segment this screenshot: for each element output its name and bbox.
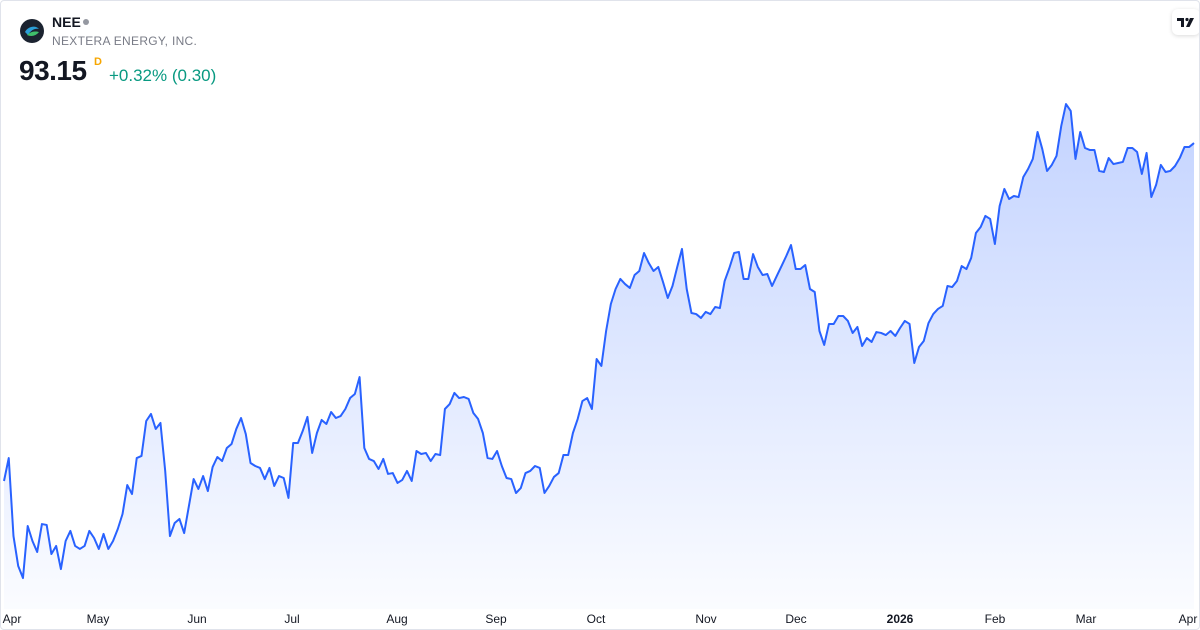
x-tick-label: Nov (695, 612, 716, 626)
x-tick-label: May (87, 612, 110, 626)
x-tick-label: Feb (985, 612, 1006, 626)
x-tick-label: Oct (587, 612, 606, 626)
logo-mark (1177, 17, 1194, 27)
x-tick-label: Apr (3, 612, 22, 626)
x-tick-label: Mar (1076, 612, 1097, 626)
x-tick-label: Jul (284, 612, 299, 626)
price-change: +0.32% (0.30) (109, 66, 217, 85)
status-dot (83, 19, 89, 25)
x-tick-label: Apr (1179, 612, 1198, 626)
company-name: NEXTERA ENERGY, INC. (52, 34, 198, 48)
x-tick-label: Jun (187, 612, 206, 626)
x-tick-label: Dec (785, 612, 806, 626)
last-price: 93.15 (19, 55, 87, 86)
tradingview-logo[interactable] (1172, 9, 1199, 35)
symbol[interactable]: NEE (52, 14, 81, 30)
area-fill (4, 104, 1194, 610)
price-line (3, 103, 1195, 580)
company-logo (20, 19, 44, 43)
interval: D (94, 56, 102, 68)
x-tick-label: 2026 (887, 612, 914, 626)
x-tick-label: Aug (386, 612, 407, 626)
x-tick-label: Sep (485, 612, 507, 626)
